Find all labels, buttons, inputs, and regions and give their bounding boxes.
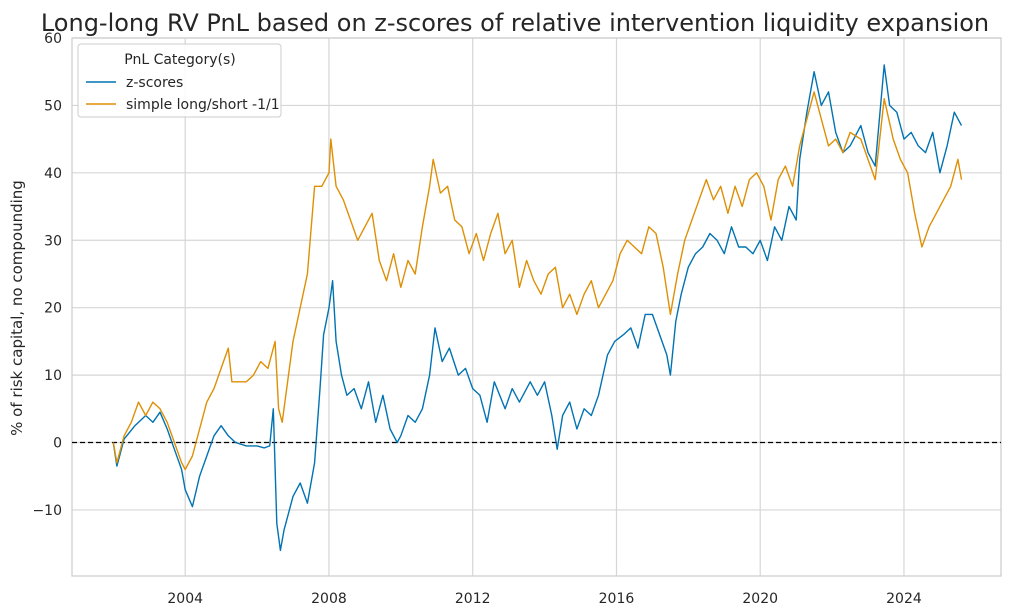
- y-tick-label: 50: [44, 98, 62, 114]
- y-tick-label: 30: [44, 233, 62, 249]
- legend-box: [77, 43, 282, 118]
- series-lines: [112, 64, 963, 552]
- y-tick-label: 40: [44, 166, 62, 182]
- y-tick-label: 0: [53, 436, 62, 452]
- series-line-simple-long-short: [112, 91, 963, 471]
- x-tick-label: 2016: [599, 591, 635, 607]
- x-tick-label: 2024: [886, 591, 922, 607]
- y-tick-label: 60: [44, 31, 62, 47]
- chart-title: Long-long RV PnL based on z-scores of re…: [41, 9, 989, 37]
- x-tick-label: 2008: [311, 591, 347, 607]
- legend-label-simple-long-short: simple long/short -1/1: [126, 97, 280, 113]
- y-tick-label: −10: [32, 503, 62, 519]
- legend: PnL Category(s) z-scores simple long/sho…: [77, 43, 282, 118]
- x-tick-label: 2012: [455, 591, 491, 607]
- series-line-z-scores: [112, 64, 963, 552]
- legend-title: PnL Category(s): [124, 52, 236, 68]
- y-axis-label: % of risk capital, no compounding: [8, 180, 26, 436]
- y-tick-label: 10: [44, 368, 62, 384]
- x-tick-label: 2004: [167, 591, 203, 607]
- plot-area-frame: [71, 37, 1002, 577]
- legend-label-z-scores: z-scores: [126, 75, 183, 91]
- axis-ticks: −10 0 10 20 30 40 50 60 2004 2008 2012 2016 2020 2024: [32, 31, 921, 607]
- x-tick-label: 2020: [742, 591, 778, 607]
- y-tick-label: 20: [44, 301, 62, 317]
